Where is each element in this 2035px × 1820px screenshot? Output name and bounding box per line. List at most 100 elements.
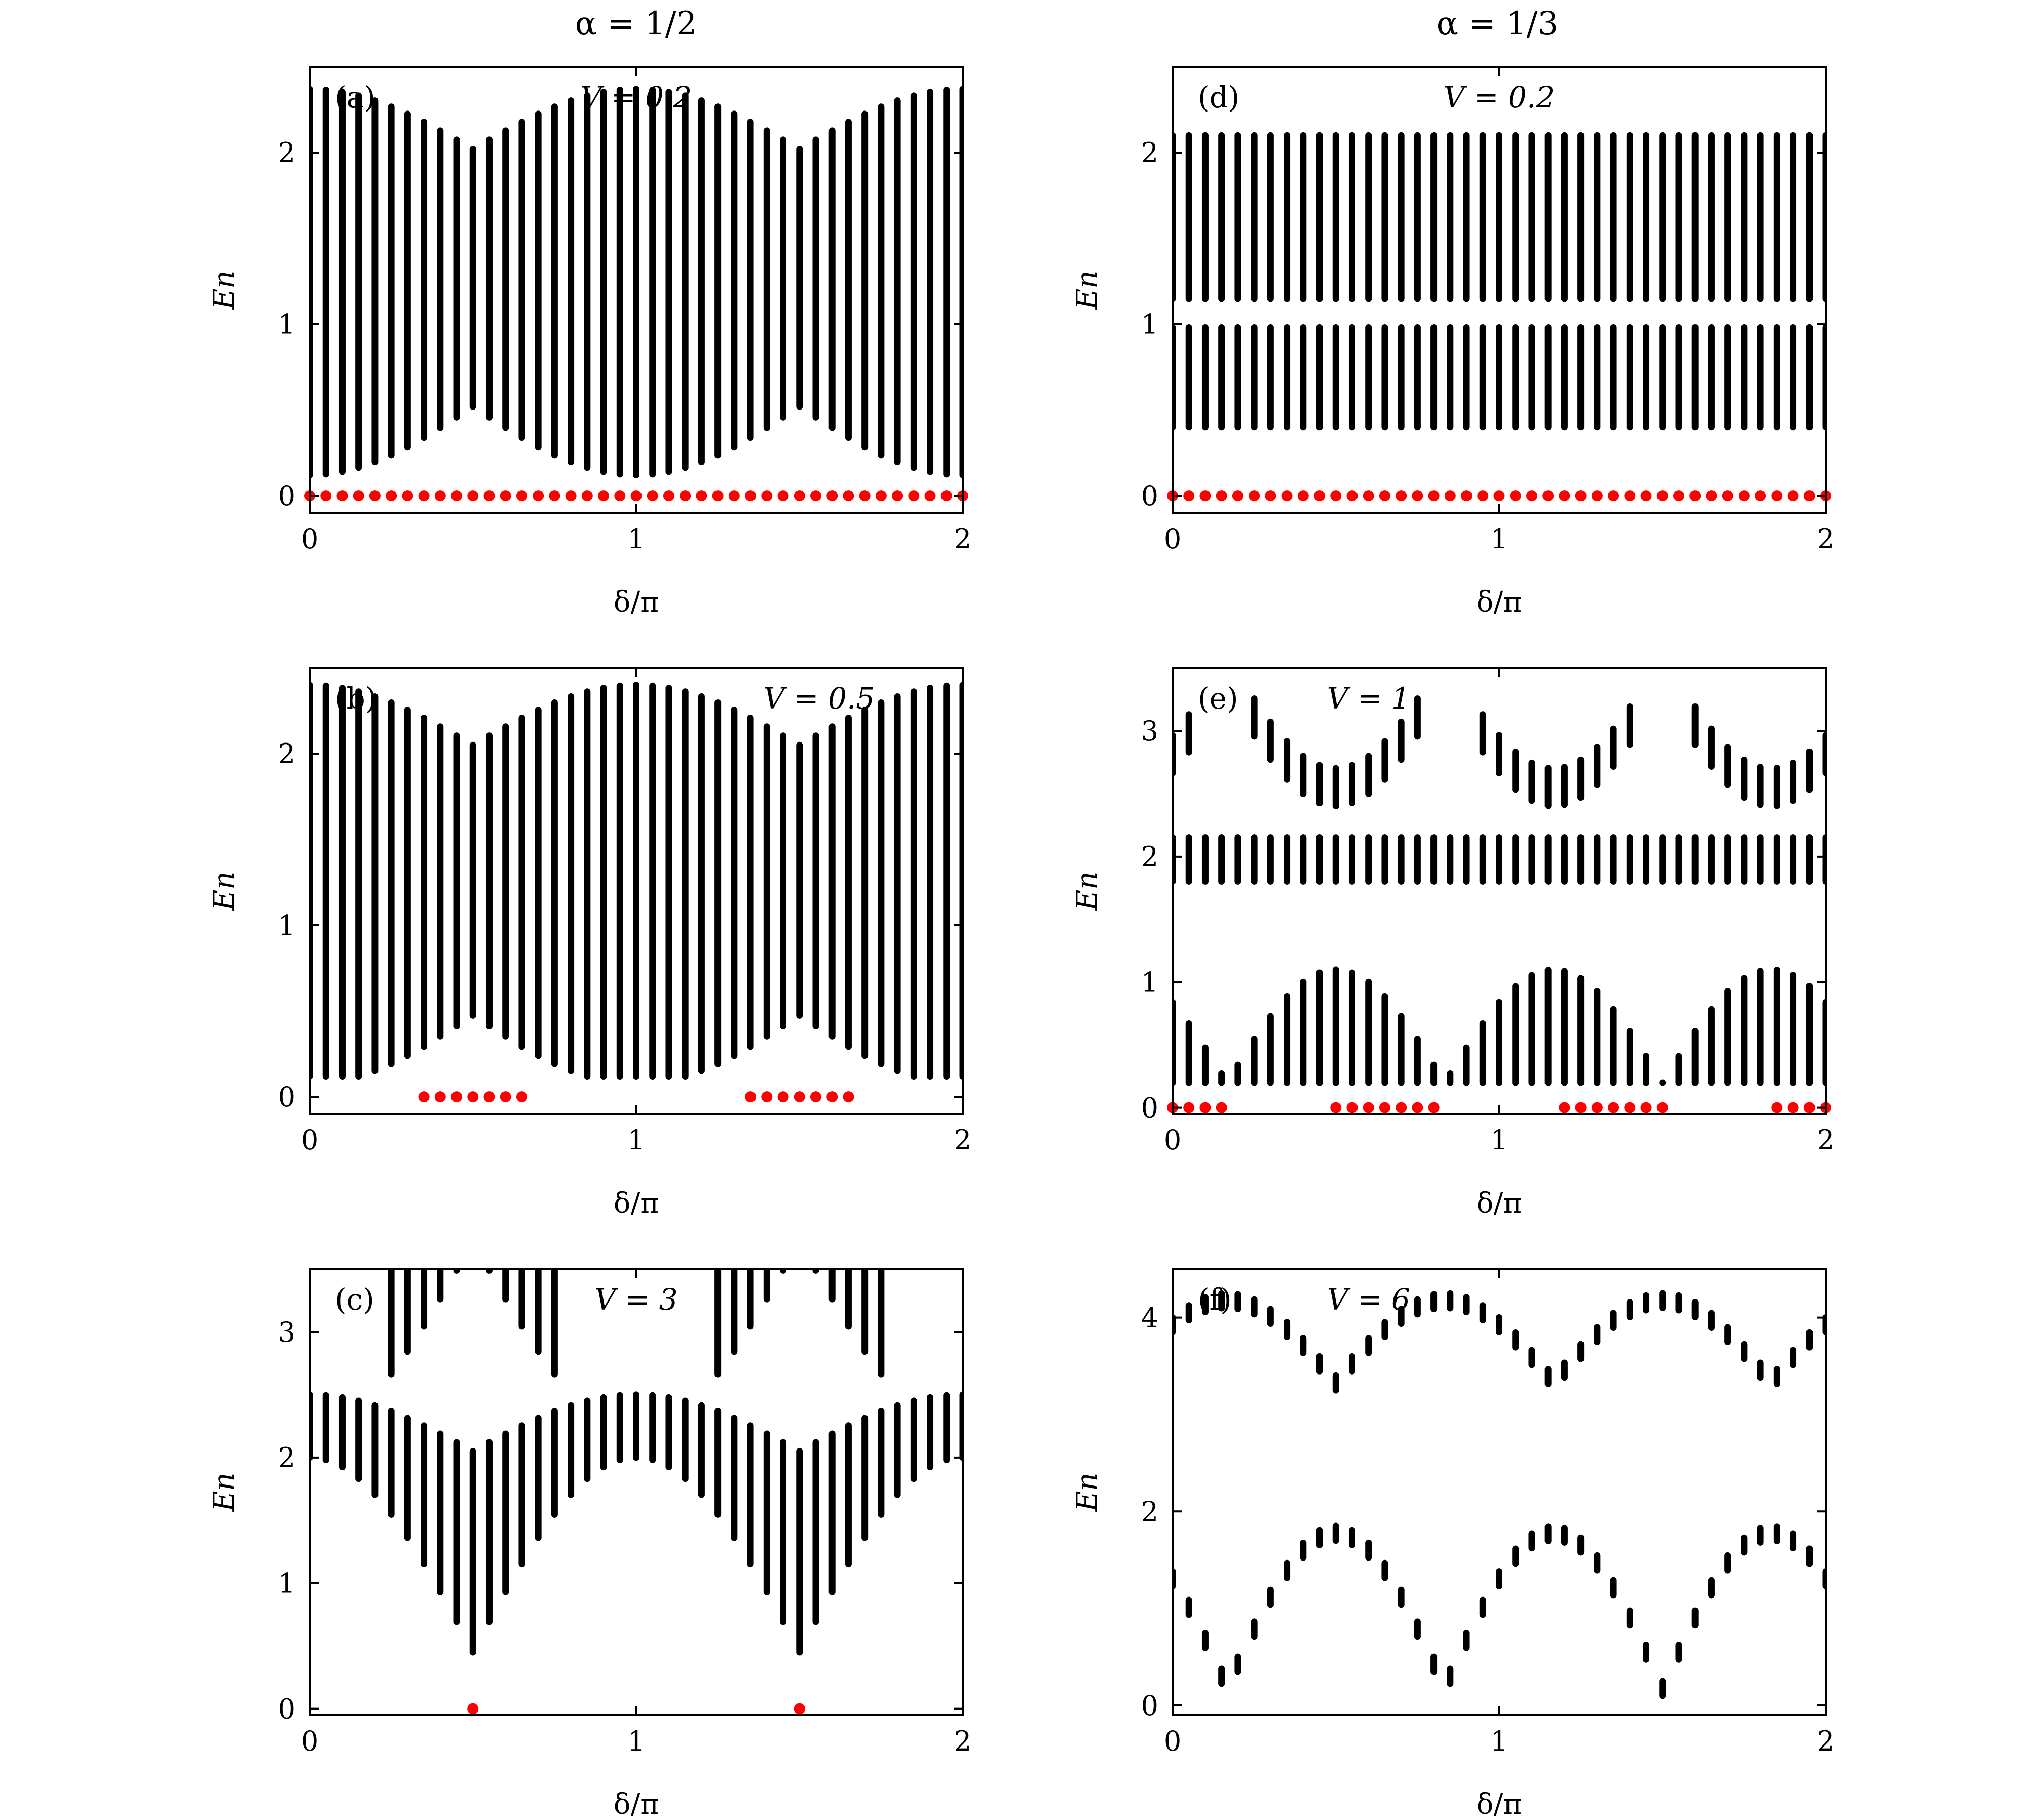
zero-mode-point	[696, 490, 707, 502]
x-axis-title: δ/π	[1477, 586, 1522, 619]
zero-mode-point	[794, 1091, 805, 1103]
x-tick-label: 1	[1490, 523, 1508, 555]
panel-f: 0 1 2 0 2 4 δ/π En (f) V = 6	[1071, 1268, 1834, 1820]
panel-label: (f)	[1198, 1282, 1232, 1317]
zero-mode-point	[467, 1703, 479, 1715]
zero-mode-point	[1412, 1102, 1423, 1113]
zero-mode-point	[1379, 1102, 1390, 1113]
x-tick-label: 2	[954, 1725, 971, 1757]
zero-mode-point	[467, 490, 479, 502]
zero-mode-point	[1575, 1102, 1587, 1113]
zero-mode-point	[680, 490, 691, 502]
zero-mode-point	[1363, 1102, 1374, 1113]
zero-mode-point	[1232, 490, 1243, 502]
zero-mode-point	[516, 490, 527, 502]
x-tick-label: 1	[627, 1725, 645, 1757]
y-tick-label: 1	[278, 1568, 295, 1600]
zero-mode-point	[826, 1091, 838, 1103]
y-tick-label: 2	[1141, 841, 1158, 873]
y-tick-label: 3	[278, 1316, 295, 1348]
zero-mode-point	[745, 490, 757, 502]
zero-mode-point	[1183, 1102, 1195, 1113]
zero-mode-point	[1738, 490, 1750, 502]
y-tick-label: 2	[278, 137, 295, 169]
zero-mode-point	[1444, 490, 1456, 502]
zero-mode-point	[1428, 1102, 1440, 1113]
y-tick-label: 2	[278, 738, 295, 770]
y-tick-label: 1	[1141, 309, 1158, 341]
zero-mode-point	[1379, 490, 1390, 502]
zero-mode-point	[908, 490, 920, 502]
zero-mode-point	[1771, 490, 1783, 502]
zero-mode-point	[1216, 490, 1227, 502]
zero-mode-point	[1363, 490, 1374, 502]
zero-mode-point	[1542, 490, 1554, 502]
zero-mode-point	[1249, 490, 1260, 502]
zero-mode-point	[386, 490, 397, 502]
x-tick-label: 2	[1817, 523, 1834, 555]
zero-mode-point	[1624, 1102, 1636, 1113]
x-tick-label: 0	[301, 523, 318, 555]
zero-mode-point	[1346, 490, 1358, 502]
y-axis-title: En	[208, 872, 241, 911]
zero-mode-point	[1755, 490, 1766, 502]
panel-e: 0 1 2 0 1 2 3 δ/π En (e) V = 1	[1071, 667, 1834, 1220]
x-tick-label: 2	[1817, 1725, 1834, 1757]
x-tick-label: 1	[627, 523, 645, 555]
zero-mode-point	[500, 1091, 511, 1103]
zero-mode-point	[353, 490, 364, 502]
zero-mode-point	[1803, 1102, 1815, 1113]
zero-mode-point	[728, 490, 740, 502]
y-tick-label: 0	[1141, 480, 1158, 512]
y-tick-label: 1	[278, 910, 295, 942]
zero-mode-point	[940, 490, 952, 502]
y-tick-label: 2	[278, 1442, 295, 1474]
panel-d: 0 1 2 0 1 2 δ/π En (d) V = 0.2	[1071, 66, 1834, 619]
panel-b: 0 1 2 0 1 2 δ/π En (b) V = 0.5	[208, 667, 971, 1220]
zero-mode-point	[434, 1091, 446, 1103]
y-tick-label: 1	[278, 309, 295, 341]
bulk-bands	[310, 682, 963, 1080]
zero-mode-point	[533, 490, 544, 502]
zero-mode-point	[761, 1091, 773, 1103]
zero-mode-point	[777, 490, 789, 502]
zero-mode-point	[581, 490, 593, 502]
zero-mode-point	[1199, 1102, 1211, 1113]
zero-mode-point	[1510, 490, 1521, 502]
x-tick-label: 1	[1490, 1725, 1508, 1757]
y-axis-title: En	[208, 271, 241, 310]
x-axis-title: δ/π	[1477, 1187, 1522, 1220]
zero-mode-point	[1575, 490, 1587, 502]
zero-mode-point	[745, 1091, 757, 1103]
zero-mode-point	[1183, 490, 1195, 502]
v-label: V = 0.5	[764, 681, 875, 716]
zero-mode-point	[1591, 1102, 1603, 1113]
x-tick-label: 1	[627, 1124, 645, 1156]
y-tick-label: 4	[1141, 1302, 1158, 1334]
v-label: V = 0.2	[581, 80, 692, 115]
panel-c: 0 1 2 0 1 2 3 δ/π En (c) V = 3	[208, 1268, 971, 1820]
x-tick-label: 2	[954, 1124, 971, 1156]
x-axis-title: δ/π	[614, 1788, 659, 1820]
x-tick-label: 0	[1164, 1725, 1181, 1757]
x-tick-label: 2	[1817, 1124, 1834, 1156]
zero-mode-point	[1281, 490, 1293, 502]
zero-mode-point	[1591, 490, 1603, 502]
panel-a: 0 1 2 0 1 2 δ/π En (a) V = 0.2	[208, 66, 971, 619]
zero-mode-point	[1396, 1102, 1407, 1113]
y-axis-title: En	[1071, 1473, 1104, 1512]
panels-group: 0 1 2 0 1 2 δ/π En (a) V = 0.2 0 1 2 0 1 2 δ/π En (b) V = 0…	[208, 66, 1834, 1820]
zero-mode-point	[1559, 490, 1570, 502]
panel-label: (c)	[335, 1282, 374, 1317]
x-tick-label: 0	[301, 1725, 318, 1757]
x-axis-title: δ/π	[614, 586, 659, 619]
zero-mode-point	[451, 490, 463, 502]
zero-mode-point	[336, 490, 348, 502]
zero-mode-point	[826, 490, 838, 502]
zero-mode-point	[1330, 1102, 1342, 1113]
bulk-bands	[1173, 1290, 1826, 1699]
y-tick-label: 0	[278, 480, 295, 512]
zero-mode-point	[402, 490, 413, 502]
x-tick-label: 0	[301, 1124, 318, 1156]
panel-label: (d)	[1198, 80, 1239, 115]
